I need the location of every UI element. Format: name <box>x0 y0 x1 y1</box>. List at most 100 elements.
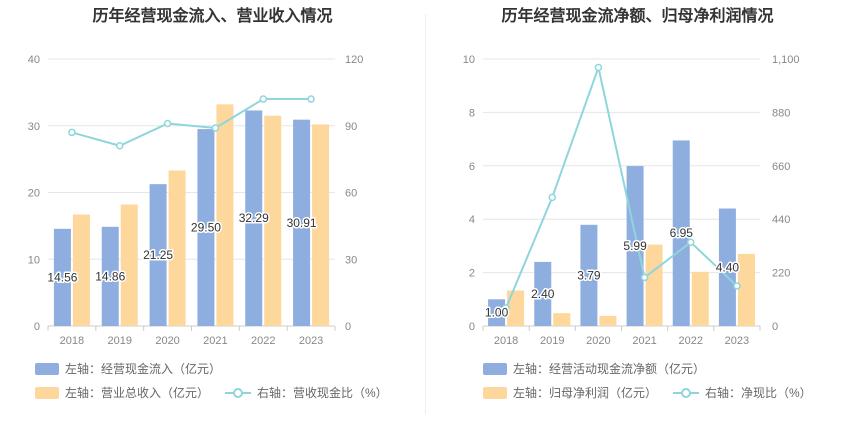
bar-series1 <box>245 110 263 326</box>
legend-label-net-profit: 左轴：归母净利润（亿元） <box>513 386 658 400</box>
left-axis-tick-label: 2 <box>469 268 475 280</box>
left-axis-tick-label: 8 <box>469 107 475 119</box>
bar-series1 <box>672 140 690 326</box>
bar-series2 <box>691 271 709 326</box>
x-axis-tick-label: 2023 <box>299 335 323 347</box>
chart-panel-left: 历年经营现金流入、营业收入情况 0 10 20 30 40 0 30 60 90 120 2018 2… <box>28 8 388 401</box>
x-axis-tick-label: 2018 <box>60 335 84 347</box>
x-axis-tick-label: 2020 <box>155 335 179 347</box>
bar-series1 <box>580 224 598 326</box>
right-axis-tick-label: 0 <box>345 321 351 333</box>
bar-series2 <box>312 124 330 326</box>
left-axis-tick-label: 4 <box>469 214 475 226</box>
bar-data-label: 32.29 <box>239 211 269 225</box>
line-point <box>687 238 695 247</box>
right-axis-tick-label: 30 <box>345 254 357 266</box>
legend-item-revenue[interactable]: 左轴：营业总收入（亿元） <box>35 384 209 401</box>
line-point <box>594 63 603 72</box>
legend-item-net-cashflow[interactable]: 左轴：经营活动现金流净额（亿元） <box>483 360 705 377</box>
bar-series2 <box>120 204 138 326</box>
bar-data-label: 14.56 <box>47 270 77 284</box>
right-axis-tick-label: 1,100 <box>772 54 800 66</box>
right-axis-tick-label: 440 <box>772 214 790 226</box>
bar-series1 <box>718 208 736 326</box>
bar-series2 <box>507 290 525 326</box>
x-axis-tick-label: 2018 <box>494 335 518 347</box>
legend-swatch-line <box>673 387 700 399</box>
left-axis-tick-label: 40 <box>28 54 40 66</box>
left-axis-tick-label: 0 <box>34 321 40 333</box>
left-axis-tick-label: 20 <box>28 188 40 200</box>
bar-data-label: 5.99 <box>623 239 647 253</box>
bar-series1 <box>197 129 215 326</box>
left-axis-tick-label: 30 <box>28 121 40 133</box>
legend-swatch-bar2 <box>35 386 59 399</box>
bar-series2 <box>72 214 90 326</box>
bar-series2 <box>553 313 571 326</box>
chart-left: 0 10 20 30 40 0 30 60 90 120 2018 2019 2020 2021 2022 2… <box>28 54 364 347</box>
line-series <box>71 98 312 147</box>
line-point <box>68 128 76 137</box>
right-axis-tick-label: 60 <box>345 188 357 200</box>
left-axis-tick-label: 10 <box>28 254 40 266</box>
line-point <box>548 193 556 202</box>
bar-data-label: 30.91 <box>287 216 317 230</box>
chart-title-right: 历年经营现金流净额、归母净利润情况 <box>501 8 774 25</box>
bar-series1 <box>101 226 119 326</box>
legend-swatch-bar1 <box>35 362 59 375</box>
bar-data-label: 21.25 <box>143 248 173 262</box>
legend-item-cash-ratio[interactable]: 右轴：营收现金比（%） <box>225 384 388 401</box>
x-axis-tick-label: 2023 <box>725 335 749 347</box>
bar-data-label: 4.40 <box>716 260 740 274</box>
left-axis-tick-label: 10 <box>463 54 475 66</box>
right-axis-tick-label: 660 <box>772 161 790 173</box>
line-point <box>163 119 172 128</box>
line-point <box>640 273 649 282</box>
line-series <box>505 63 738 309</box>
legend-item-net-profit[interactable]: 左轴：归母净利润（亿元） <box>483 384 657 401</box>
bar-series1 <box>293 119 311 326</box>
bar-data-label: 2.40 <box>531 287 555 301</box>
legend-swatch-bar2 <box>483 386 507 399</box>
right-axis-tick-label: 120 <box>345 54 363 66</box>
line-point <box>116 142 124 150</box>
chart-right: 0 2 4 6 8 10 0 220 440 660 880 1,100 2018 2019 2020 202… <box>463 54 800 347</box>
x-axis-tick-label: 2021 <box>632 335 656 347</box>
legend-label-net-cashflow: 左轴：经营活动现金流净额（亿元） <box>513 362 706 376</box>
line-point <box>502 304 510 312</box>
bar-series1 <box>53 228 71 326</box>
line-point <box>211 124 220 132</box>
chart-title-left: 历年经营现金流入、营业收入情况 <box>92 8 333 25</box>
x-axis-tick-label: 2022 <box>679 335 703 347</box>
x-axis-tick-label: 2020 <box>586 335 610 347</box>
bar-series2 <box>599 315 617 326</box>
bar-series2 <box>264 115 282 326</box>
bar-series1 <box>149 184 167 326</box>
legend-label-net-cash-ratio: 右轴：净现比（%） <box>705 386 812 400</box>
bar-series1 <box>488 299 506 326</box>
legend-item-net-cash-ratio[interactable]: 右轴：净现比（%） <box>673 384 812 401</box>
legend-item-inflow[interactable]: 左轴：经营现金流入（亿元） <box>35 360 221 377</box>
chart-panel-right: 历年经营现金流净额、归母净利润情况 0 2 4 6 8 10 0 220 440 660 880 1,… <box>425 0 850 437</box>
legend-swatch-bar1 <box>483 362 507 375</box>
x-axis-tick-label: 2019 <box>108 335 132 347</box>
left-axis-tick-label: 6 <box>469 161 475 173</box>
line-point <box>259 95 267 103</box>
x-axis-tick-label: 2019 <box>540 335 564 347</box>
bar-series2 <box>737 253 755 326</box>
legend-label-inflow: 左轴：经营现金流入（亿元） <box>65 362 222 376</box>
x-axis-tick-label: 2022 <box>251 335 275 347</box>
left-axis-tick-label: 0 <box>469 321 475 333</box>
bar-series2 <box>168 170 186 326</box>
bar-series1 <box>626 166 644 326</box>
bar-series1 <box>534 261 552 326</box>
bar-data-label: 14.86 <box>95 269 125 283</box>
bar-data-label: 29.50 <box>191 221 221 235</box>
right-axis-tick-label: 880 <box>772 107 790 119</box>
line-point <box>733 282 741 290</box>
right-axis-tick-label: 90 <box>345 121 357 133</box>
panel-divider <box>425 14 426 414</box>
bar-data-label: 1.00 <box>485 306 509 320</box>
bar-series2 <box>645 244 663 326</box>
bar-series2 <box>216 104 234 326</box>
